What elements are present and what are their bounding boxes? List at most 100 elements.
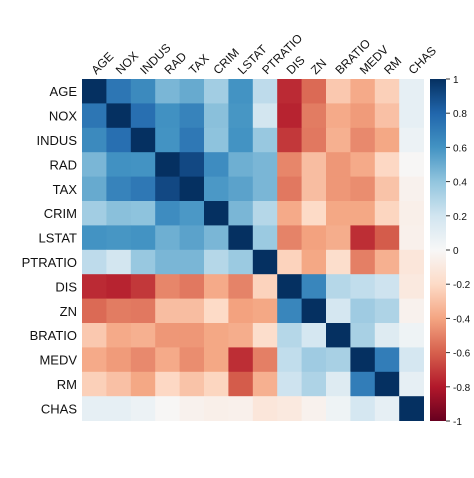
- row-label: ZN: [60, 304, 77, 319]
- heatmap-cell: [326, 396, 351, 421]
- heatmap-cell: [106, 371, 132, 397]
- heatmap-cell: [252, 201, 278, 226]
- heatmap-cell: [155, 103, 180, 129]
- heatmap-cell: [228, 103, 254, 129]
- heatmap-cell: [326, 298, 351, 324]
- row-label: LSTAT: [38, 231, 77, 246]
- heatmap-cell: [374, 371, 400, 397]
- heatmap-cell: [130, 347, 156, 373]
- heatmap-cell: [252, 225, 278, 251]
- heatmap-cell: [204, 249, 229, 275]
- heatmap-cell: [82, 249, 107, 275]
- heatmap-cell: [106, 103, 132, 129]
- heatmap-cell: [301, 347, 327, 373]
- heatmap-cell: [301, 396, 327, 421]
- heatmap-cell: [350, 79, 376, 104]
- heatmap-cell: [155, 201, 180, 226]
- heatmap-cell: [130, 79, 156, 104]
- heatmap-cell: [106, 347, 132, 373]
- heatmap-cell: [399, 323, 424, 348]
- heatmap-cell: [326, 347, 351, 373]
- heatmap-cell: [228, 347, 254, 373]
- heatmap-cell: [350, 103, 376, 129]
- heatmap-cell: [301, 152, 327, 177]
- heatmap-cell: [204, 79, 229, 104]
- heatmap-cell: [399, 274, 424, 299]
- heatmap-cell: [301, 103, 327, 129]
- heatmap-cell: [179, 371, 205, 397]
- heatmap-cell: [204, 274, 229, 299]
- heatmap-cell: [350, 201, 376, 226]
- heatmap-cell: [301, 127, 327, 153]
- heatmap-cell: [252, 127, 278, 153]
- heatmap-cell: [130, 249, 156, 275]
- heatmap-cell: [228, 225, 254, 251]
- heatmap-cell: [82, 79, 107, 104]
- heatmap-cell: [82, 103, 107, 129]
- heatmap-cell: [228, 127, 254, 153]
- heatmap-cell: [252, 152, 278, 177]
- column-label: ZN: [308, 56, 329, 77]
- heatmap-cell: [82, 127, 107, 153]
- colorbar-tick-label: -0.4: [453, 314, 471, 325]
- heatmap-cell: [155, 298, 180, 324]
- heatmap-cell: [130, 396, 156, 421]
- heatmap-cell: [252, 371, 278, 397]
- heatmap-cell: [106, 249, 132, 275]
- heatmap-cell: [130, 298, 156, 324]
- heatmap-cell: [130, 323, 156, 348]
- heatmap-cell: [106, 152, 132, 177]
- heatmap-cell: [228, 396, 254, 421]
- row-label: CRIM: [44, 206, 77, 221]
- heatmap-cell: [374, 103, 400, 129]
- heatmap-cell: [252, 323, 278, 348]
- heatmap-cell: [204, 347, 229, 373]
- heatmap-cell: [326, 274, 351, 299]
- heatmap-cell: [350, 298, 376, 324]
- heatmap-cell: [82, 274, 107, 299]
- colorbar-gradient: [430, 79, 446, 421]
- row-label: INDUS: [37, 133, 78, 148]
- heatmap-cell: [204, 103, 229, 129]
- heatmap-cell: [277, 274, 302, 299]
- heatmap-cell: [82, 225, 107, 251]
- heatmap-cell: [204, 201, 229, 226]
- heatmap-cell: [130, 176, 156, 202]
- heatmap-cell: [228, 298, 254, 324]
- heatmap-cell: [326, 103, 351, 129]
- heatmap-cell: [82, 152, 107, 177]
- heatmap-cell: [204, 396, 229, 421]
- heatmap-cell: [179, 323, 205, 348]
- row-label: AGE: [50, 84, 78, 99]
- heatmap-cell: [374, 225, 400, 251]
- heatmap-cell: [252, 298, 278, 324]
- heatmap-cell: [277, 347, 302, 373]
- colorbar-tick-label: 0.4: [453, 178, 467, 189]
- heatmap-cell: [179, 396, 205, 421]
- heatmap-cell: [326, 225, 351, 251]
- heatmap-cell: [326, 371, 351, 397]
- colorbar-tick-label: -0.6: [453, 349, 471, 360]
- heatmap-cell: [204, 176, 229, 202]
- column-label: AGE: [88, 49, 116, 77]
- heatmap-cell: [179, 103, 205, 129]
- heatmap-cell: [106, 127, 132, 153]
- heatmap-cell: [130, 225, 156, 251]
- heatmap-cell: [399, 249, 424, 275]
- row-labels: AGE NOX INDUS RAD TAX CRIM LSTAT PTRATIO DIS ZN BR…: [22, 84, 78, 416]
- heatmap-cell: [374, 152, 400, 177]
- heatmap-cell: [252, 274, 278, 299]
- heatmap-cell: [204, 127, 229, 153]
- heatmap-cell: [277, 201, 302, 226]
- row-label: RAD: [50, 157, 77, 172]
- heatmap-cell: [155, 127, 180, 153]
- column-label: CHAS: [406, 44, 439, 77]
- colorbar-tick-label: 1: [453, 75, 459, 86]
- heatmap-cell: [277, 249, 302, 275]
- heatmap-cell: [399, 176, 424, 202]
- heatmap-cell: [350, 347, 376, 373]
- row-label: NOX: [49, 109, 78, 124]
- heatmap-cell: [374, 396, 400, 421]
- heatmap-cell: [399, 79, 424, 104]
